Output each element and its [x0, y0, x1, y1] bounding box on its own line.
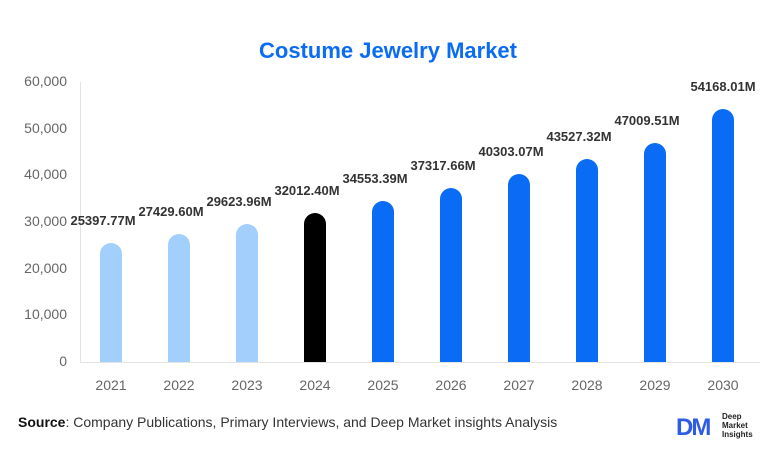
bar-2028 [576, 158, 598, 362]
bar-2029 [644, 142, 666, 362]
y-tick-label: 10,000 [24, 306, 67, 323]
y-tick-label: 20,000 [24, 259, 67, 276]
data-label: 47009.51M [614, 112, 680, 128]
bar-2024 [304, 212, 326, 362]
logo-mark-icon: DM [676, 414, 711, 441]
x-tick-label: 2024 [299, 377, 331, 393]
x-tick-label: 2023 [231, 377, 263, 393]
x-tick-label: 2028 [571, 377, 603, 393]
source-text: : Company Publications, Primary Intervie… [65, 414, 558, 430]
data-label: 43527.32M [546, 128, 612, 144]
bar-2026 [440, 187, 462, 362]
y-tick-label: 0 [59, 353, 67, 369]
source-label: Source [18, 414, 66, 430]
data-label: 34553.39M [342, 170, 408, 186]
source-note: Source: Company Publications, Primary In… [18, 414, 557, 430]
company-logo: DM Deep Market Insights [676, 410, 772, 441]
logo-line-3: Insights [722, 430, 753, 439]
logo-line-1: Deep [722, 412, 742, 421]
x-axis-line [80, 362, 760, 363]
data-label: 37317.66M [410, 157, 476, 173]
bar-2025 [372, 200, 394, 362]
x-tick-label: 2030 [707, 377, 739, 393]
y-tick-label: 40,000 [24, 166, 67, 183]
bar-2023 [236, 223, 258, 362]
chart-title: Costume Jewelry Market [259, 38, 517, 63]
bar-2030 [712, 109, 734, 362]
bar-chart: 0 10,000 20,000 30,000 40,000 50,000 60,000 253… [24, 73, 760, 393]
x-tick-label: 2021 [95, 377, 127, 393]
bar-2022 [168, 233, 190, 362]
x-tick-label: 2026 [435, 377, 467, 393]
data-label: 54168.01M [690, 79, 756, 95]
data-label: 29623.96M [206, 193, 272, 209]
data-label: 27429.60M [138, 203, 204, 219]
bar-2027 [508, 173, 530, 362]
x-tick-label: 2025 [367, 377, 399, 393]
logo-line-2: Market [722, 421, 748, 430]
data-label: 40303.07M [478, 143, 544, 159]
data-label: 25397.77M [70, 213, 136, 229]
y-tick-label: 30,000 [24, 213, 67, 229]
y-tick-label: 50,000 [24, 119, 67, 136]
x-tick-label: 2027 [503, 377, 535, 393]
bar-2021 [100, 243, 122, 362]
y-axis-line [80, 82, 81, 363]
x-tick-label: 2022 [163, 377, 195, 393]
x-tick-label: 2029 [639, 377, 671, 393]
y-tick-label: 60,000 [24, 73, 67, 89]
logo-text: Deep Market Insights [722, 412, 753, 439]
data-label: 32012.40M [274, 182, 340, 198]
